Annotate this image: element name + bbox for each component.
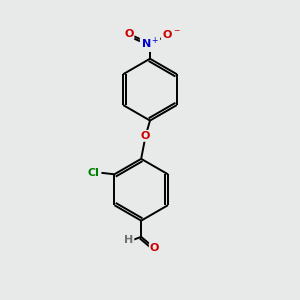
Text: O: O [141, 131, 150, 141]
Text: H: H [124, 235, 134, 245]
Text: Cl: Cl [87, 168, 99, 178]
Text: N$^+$: N$^+$ [141, 36, 159, 51]
Text: O: O [150, 243, 159, 253]
Text: O: O [124, 29, 134, 39]
Text: O$^-$: O$^-$ [162, 28, 181, 40]
